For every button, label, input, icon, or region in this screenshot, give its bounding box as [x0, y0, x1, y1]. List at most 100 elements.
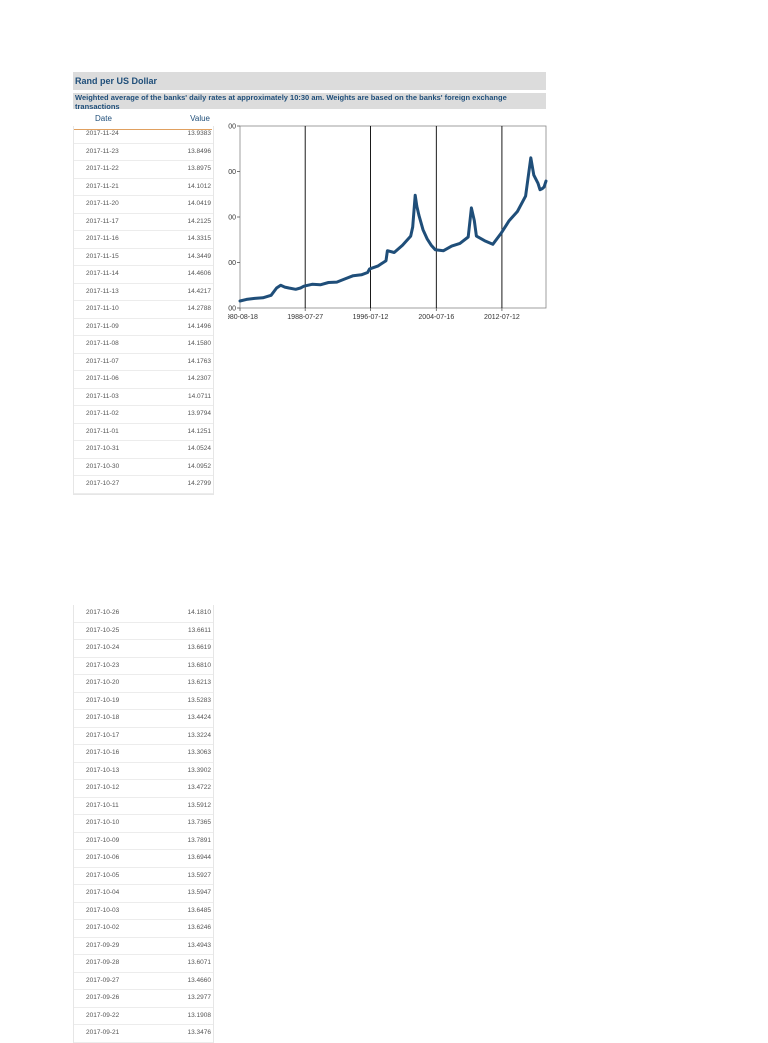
- table-row: 2017-10-27 14.2799: [74, 476, 213, 494]
- value-column-header: Value: [190, 114, 210, 123]
- row-value: 13.6810: [187, 661, 212, 669]
- row-value: 14.2799: [187, 480, 212, 487]
- table-row: 2017-10-06 13.6944: [74, 850, 213, 868]
- table-row: 2017-11-08 14.1580: [74, 336, 213, 354]
- row-value: 13.5283: [187, 696, 212, 704]
- row-value: 13.4660: [187, 976, 212, 984]
- row-value: 14.1012: [187, 182, 212, 190]
- page-subtitle: Weighted average of the banks' daily rat…: [73, 93, 546, 109]
- row-date: 2017-11-21: [86, 182, 119, 190]
- table-row: 2017-10-12 13.4722: [74, 780, 213, 798]
- row-value: 14.1251: [187, 427, 212, 435]
- row-value: 14.2125: [187, 217, 212, 225]
- table-row: 2017-10-17 13.3224: [74, 728, 213, 745]
- table-row: 2017-09-28 13.6071: [74, 955, 213, 973]
- row-value: 13.1908: [187, 1011, 212, 1019]
- row-date: 2017-10-04: [86, 889, 120, 896]
- row-value: 14.4606: [187, 270, 212, 277]
- row-date: 2017-09-22: [86, 1011, 120, 1019]
- row-date: 2017-09-29: [86, 941, 120, 949]
- row-date: 2017-11-15: [86, 252, 119, 260]
- table-row: 2017-11-21 14.1012: [74, 179, 213, 196]
- row-value: 14.4217: [187, 287, 212, 295]
- row-value: 13.8496: [187, 147, 212, 155]
- row-date: 2017-11-10: [86, 305, 119, 312]
- rates-table-page2: 2017-10-26 14.1810 2017-10-25 13.6611 2017-1…: [73, 605, 214, 1043]
- row-date: 2017-11-22: [86, 165, 119, 172]
- row-date: 2017-11-03: [86, 392, 119, 400]
- table-row: 2017-10-13 13.3902: [74, 763, 213, 780]
- table-row: 2017-10-25 13.6611: [74, 623, 213, 640]
- x-tick-label: 2004-07-16: [418, 314, 454, 321]
- table-row: 2017-11-09 14.1496: [74, 319, 213, 336]
- row-date: 2017-10-11: [86, 801, 119, 809]
- table-row: 2017-11-02 13.9794: [74, 406, 213, 424]
- row-date: 2017-10-19: [86, 696, 120, 704]
- table-row: 2017-10-05 13.5927: [74, 868, 213, 885]
- row-date: 2017-11-09: [86, 322, 119, 330]
- row-value: 13.8975: [187, 165, 212, 172]
- table-row: 2017-11-15 14.3449: [74, 249, 213, 266]
- table-row: 2017-11-23 13.8496: [74, 144, 213, 161]
- row-date: 2017-10-05: [86, 871, 120, 879]
- row-value: 13.9383: [187, 130, 212, 137]
- table-row: 2017-10-30 14.0952: [74, 459, 213, 476]
- table-row: 2017-10-23 13.6810: [74, 658, 213, 675]
- row-value: 13.2977: [187, 994, 212, 1001]
- row-value: 13.3902: [187, 766, 212, 774]
- row-date: 2017-10-26: [86, 609, 120, 616]
- row-date: 2017-10-27: [86, 480, 120, 487]
- row-date: 2017-11-02: [86, 410, 119, 417]
- row-date: 2017-10-18: [86, 714, 120, 721]
- row-date: 2017-09-21: [86, 1029, 120, 1036]
- table-row: 2017-11-16 14.3315: [74, 231, 213, 249]
- row-value: 14.0952: [187, 462, 212, 470]
- row-date: 2017-10-03: [86, 906, 120, 914]
- row-value: 13.4943: [187, 941, 212, 949]
- x-tick-label: 2012-07-12: [484, 314, 520, 321]
- row-date: 2017-09-26: [86, 994, 120, 1001]
- row-date: 2017-09-27: [86, 976, 120, 984]
- table-row: 2017-10-31 14.0524: [74, 441, 213, 459]
- table-row: 2017-11-17 14.2125: [74, 214, 213, 231]
- row-value: 13.6485: [187, 906, 212, 914]
- table-header: Date Value: [73, 111, 212, 130]
- row-date: 2017-09-28: [86, 959, 120, 966]
- row-value: 13.6213: [187, 679, 212, 686]
- row-date: 2017-10-13: [86, 766, 120, 774]
- table-row: 2017-11-07 14.1763: [74, 354, 213, 371]
- row-date: 2017-10-31: [86, 445, 120, 452]
- row-date: 2017-11-13: [86, 287, 119, 295]
- table-row: 2017-09-21 13.3476: [74, 1025, 213, 1043]
- table-row: 2017-10-09 13.7891: [74, 833, 213, 850]
- row-value: 14.1763: [187, 357, 212, 365]
- x-tick-label: 1996-07-12: [353, 314, 389, 321]
- row-value: 13.3063: [187, 749, 212, 756]
- row-value: 13.7365: [187, 819, 212, 826]
- table-row: 2017-11-24 13.9383: [74, 126, 213, 144]
- table-row: 2017-11-14 14.4606: [74, 266, 213, 284]
- table-row: 2017-09-22 13.1908: [74, 1008, 213, 1025]
- row-value: 13.7891: [187, 836, 212, 844]
- row-value: 14.0711: [187, 392, 211, 400]
- plot-area: [239, 125, 547, 309]
- table-row: 2017-11-03 14.0711: [74, 389, 213, 406]
- table-row: 2017-11-06 14.2307: [74, 371, 213, 389]
- row-value: 14.1810: [187, 609, 212, 616]
- row-value: 13.6944: [187, 854, 212, 861]
- row-value: 13.5947: [187, 889, 212, 896]
- row-value: 13.6611: [187, 626, 211, 634]
- row-value: 14.0524: [187, 445, 212, 452]
- row-date: 2017-11-23: [86, 147, 119, 155]
- table-row: 2017-10-02 13.6246: [74, 920, 213, 938]
- row-value: 14.1496: [187, 322, 212, 330]
- table-row: 2017-10-04 13.5947: [74, 885, 213, 903]
- table-row: 2017-11-13 14.4217: [74, 284, 213, 301]
- row-value: 14.0419: [187, 200, 212, 207]
- row-date: 2017-11-14: [86, 270, 119, 277]
- table-row: 2017-09-26 13.2977: [74, 990, 213, 1008]
